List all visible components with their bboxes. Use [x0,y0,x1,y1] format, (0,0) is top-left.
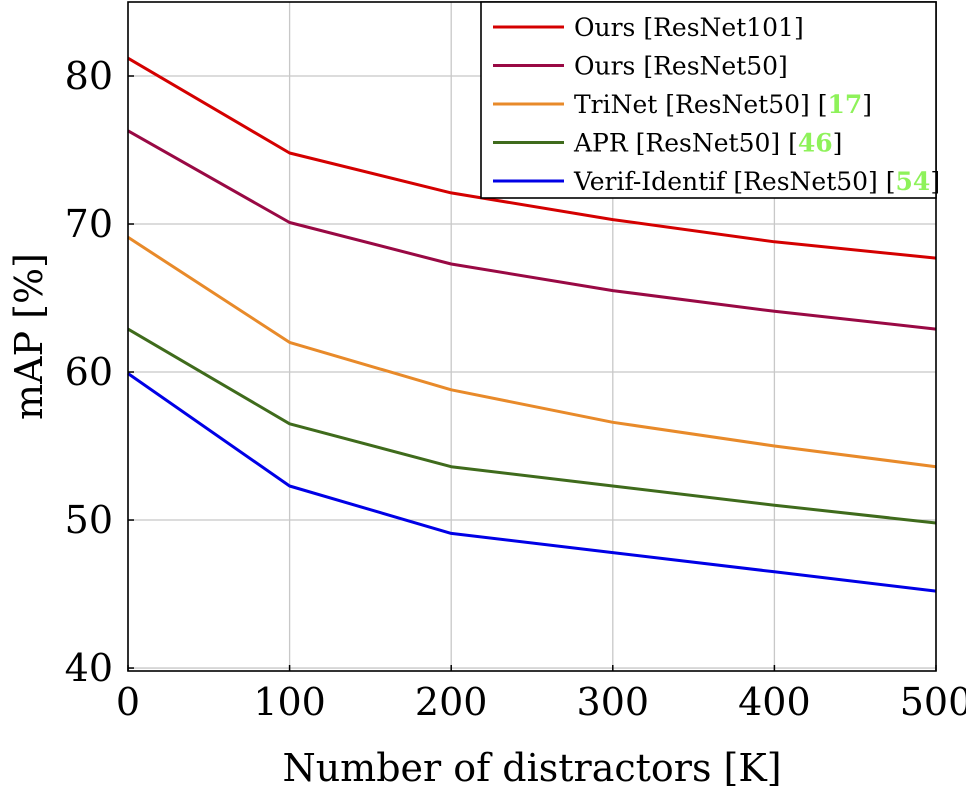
series-line-0 [127,56,937,260]
y-axis-title: mAP [%] [7,253,51,420]
legend: Ours [ResNet101] Ours [ResNet50] TriNet [R… [480,1,940,199]
x-axis-ticks: 0 100 200 300 400 500 [116,665,966,724]
series-line-1 [127,129,937,331]
x-tick-label: 500 [900,680,966,724]
x-tick-label: 200 [415,680,488,724]
legend-box [480,1,937,199]
legend-label: Ours [ResNet101] [574,13,804,42]
legend-label: Verif-Identif [ResNet50] [54] [573,167,940,196]
x-axis-title: Number of distractors [K] [282,746,781,790]
legend-citation: 54 [896,167,931,196]
y-tick-label: 80 [65,54,113,98]
x-tick-label: 300 [577,680,650,724]
legend-citation: 17 [827,90,862,119]
x-tick-label: 100 [253,680,326,724]
legend-citation: 46 [798,129,833,158]
x-tick-label: 400 [738,680,811,724]
series-line-3 [127,327,937,525]
legend-label: TriNet [ResNet50] [17] [574,90,872,119]
legend-label: Ours [ResNet50] [574,52,788,81]
y-tick-label: 50 [65,498,113,542]
series-lines [127,56,937,593]
y-tick-label: 70 [65,202,113,246]
legend-label: APR [ResNet50] [46] [573,129,842,158]
y-tick-label: 60 [65,350,113,394]
y-tick-label: 40 [65,646,113,690]
x-tick-label: 0 [116,680,140,724]
y-axis-ticks: 40 50 60 70 80 [65,54,134,690]
series-line-4 [127,372,937,593]
series-line-2 [127,236,937,469]
